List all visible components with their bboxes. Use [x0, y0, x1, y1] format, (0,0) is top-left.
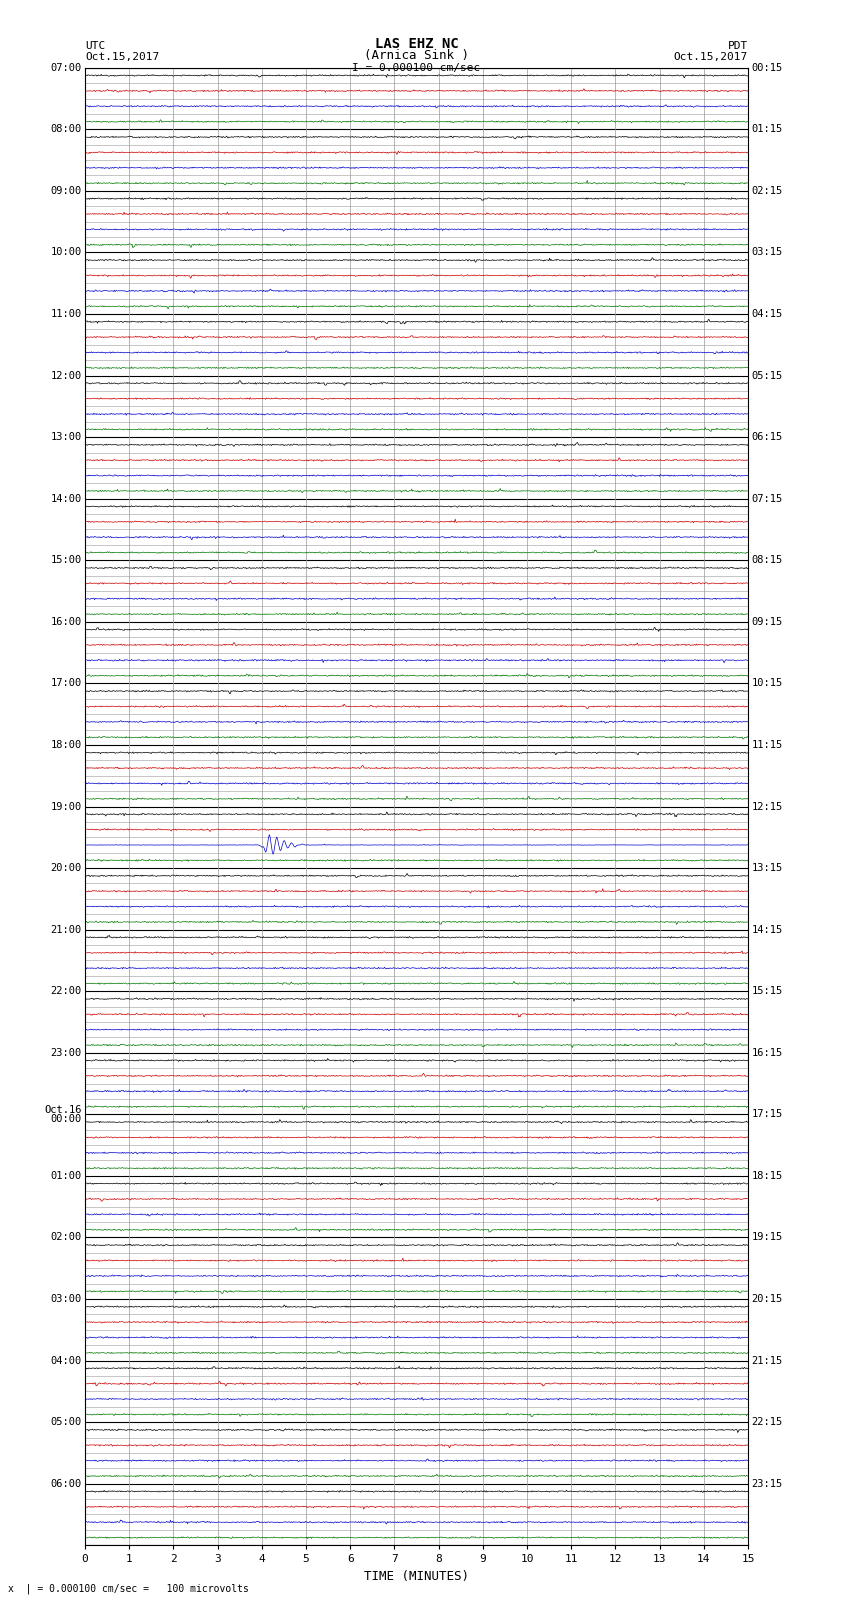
Text: 15:15: 15:15: [751, 986, 783, 997]
Text: 10:15: 10:15: [751, 679, 783, 689]
Text: 10:00: 10:00: [50, 247, 82, 258]
Text: 04:00: 04:00: [50, 1355, 82, 1366]
Text: UTC: UTC: [85, 40, 105, 50]
Text: Oct.15,2017: Oct.15,2017: [85, 52, 159, 63]
X-axis label: TIME (MINUTES): TIME (MINUTES): [364, 1569, 469, 1582]
Text: 11:00: 11:00: [50, 310, 82, 319]
Text: 03:00: 03:00: [50, 1294, 82, 1303]
Text: 20:00: 20:00: [50, 863, 82, 873]
Text: 08:15: 08:15: [751, 555, 783, 565]
Text: 01:00: 01:00: [50, 1171, 82, 1181]
Text: 05:00: 05:00: [50, 1418, 82, 1428]
Text: 21:00: 21:00: [50, 924, 82, 934]
Text: 21:15: 21:15: [751, 1355, 783, 1366]
Text: 17:00: 17:00: [50, 679, 82, 689]
Text: 14:00: 14:00: [50, 494, 82, 503]
Text: 15:00: 15:00: [50, 555, 82, 565]
Text: 12:00: 12:00: [50, 371, 82, 381]
Text: 09:00: 09:00: [50, 185, 82, 195]
Text: 12:15: 12:15: [751, 802, 783, 811]
Text: 00:15: 00:15: [751, 63, 783, 73]
Text: 06:00: 06:00: [50, 1479, 82, 1489]
Text: 13:00: 13:00: [50, 432, 82, 442]
Text: 22:15: 22:15: [751, 1418, 783, 1428]
Text: I = 0.000100 cm/sec: I = 0.000100 cm/sec: [353, 63, 480, 73]
Text: 19:00: 19:00: [50, 802, 82, 811]
Text: 04:15: 04:15: [751, 310, 783, 319]
Text: Oct.15,2017: Oct.15,2017: [674, 52, 748, 63]
Text: 20:15: 20:15: [751, 1294, 783, 1303]
Text: 18:00: 18:00: [50, 740, 82, 750]
Text: 13:15: 13:15: [751, 863, 783, 873]
Text: 08:00: 08:00: [50, 124, 82, 134]
Text: 23:00: 23:00: [50, 1048, 82, 1058]
Text: 02:00: 02:00: [50, 1232, 82, 1242]
Text: PDT: PDT: [728, 40, 748, 50]
Text: 17:15: 17:15: [751, 1110, 783, 1119]
Text: 23:15: 23:15: [751, 1479, 783, 1489]
Text: 14:15: 14:15: [751, 924, 783, 934]
Text: 07:15: 07:15: [751, 494, 783, 503]
Text: Oct.16
00:00: Oct.16 00:00: [44, 1105, 82, 1124]
Text: 18:15: 18:15: [751, 1171, 783, 1181]
Text: (Arnica Sink ): (Arnica Sink ): [364, 48, 469, 63]
Text: 11:15: 11:15: [751, 740, 783, 750]
Text: x  | = 0.000100 cm/sec =   100 microvolts: x | = 0.000100 cm/sec = 100 microvolts: [8, 1582, 249, 1594]
Text: 03:15: 03:15: [751, 247, 783, 258]
Text: 06:15: 06:15: [751, 432, 783, 442]
Text: 05:15: 05:15: [751, 371, 783, 381]
Text: 01:15: 01:15: [751, 124, 783, 134]
Text: 07:00: 07:00: [50, 63, 82, 73]
Text: 16:15: 16:15: [751, 1048, 783, 1058]
Text: 09:15: 09:15: [751, 616, 783, 627]
Text: 16:00: 16:00: [50, 616, 82, 627]
Text: 02:15: 02:15: [751, 185, 783, 195]
Text: LAS EHZ NC: LAS EHZ NC: [375, 37, 458, 50]
Text: 22:00: 22:00: [50, 986, 82, 997]
Text: 19:15: 19:15: [751, 1232, 783, 1242]
